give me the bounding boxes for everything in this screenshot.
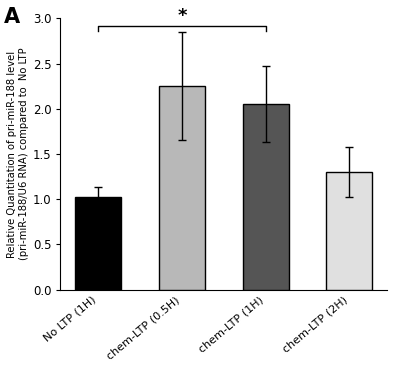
Bar (326, 172, 372, 290)
Text: A: A (4, 7, 20, 27)
Text: *: * (177, 7, 187, 25)
Bar (159, 86, 205, 290)
Y-axis label: Relative Quantitation of pri-miR-188 level
(pri-miR-188/U6 RNA) compared to  No : Relative Quantitation of pri-miR-188 lev… (7, 48, 28, 260)
Bar (243, 104, 288, 290)
Bar (75, 198, 121, 290)
